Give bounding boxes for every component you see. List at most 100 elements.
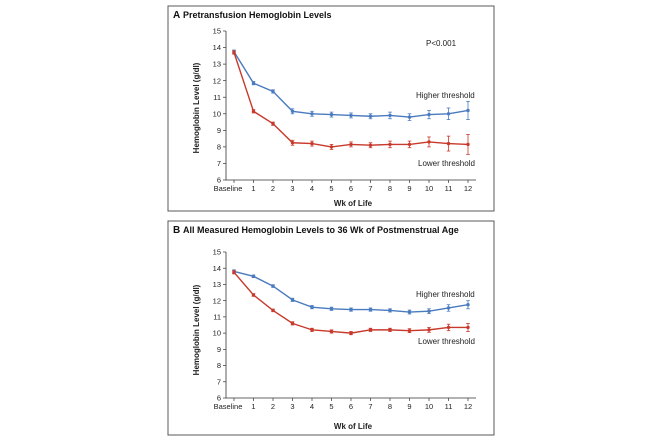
panel-a-x-tick-label-0: Baseline bbox=[214, 184, 243, 193]
panel-a-label-lower-threshold: Lower threshold bbox=[418, 159, 475, 168]
panel-a: A Pretransfusion Hemoglobin Levels P<0.0… bbox=[167, 5, 495, 212]
panel-a-x-tick-label-12: 12 bbox=[464, 184, 472, 193]
panel-a-y-tick-label-14: 14 bbox=[213, 43, 221, 52]
panel-b-series-higher-point-3 bbox=[290, 298, 295, 302]
panel-a-series-lower-point-7 bbox=[368, 143, 373, 147]
panel-a-series-lower-point-4 bbox=[310, 141, 314, 146]
panel-b-series-lower-point-0 bbox=[232, 270, 236, 274]
panel-b-x-axis-label: Wk of Life bbox=[334, 422, 373, 431]
panel-b-x-tick-label-3: 3 bbox=[290, 402, 294, 411]
panel-b-x-tick-label-4: 4 bbox=[310, 402, 314, 411]
panel-b-y-tick-label-13: 13 bbox=[213, 280, 221, 289]
panel-a-series-lower-point-8 bbox=[388, 142, 392, 147]
panel-a-letter: A bbox=[173, 10, 180, 21]
panel-a-series-lower-point-9 bbox=[407, 142, 412, 147]
panel-b-series-higher-point-9 bbox=[407, 310, 412, 314]
panel-b-label-lower-threshold: Lower threshold bbox=[418, 337, 475, 346]
panel-a-series-lower-point-1 bbox=[251, 109, 256, 113]
panel-a-x-tick-label-7: 7 bbox=[368, 184, 372, 193]
panel-b-x-tick-label-10: 10 bbox=[425, 402, 433, 411]
panel-a-y-tick-label-7: 7 bbox=[217, 159, 221, 168]
panel-b-frame bbox=[167, 220, 495, 436]
panel-b-series-higher-point-11 bbox=[446, 306, 451, 310]
panel-b-series-lower-point-10 bbox=[427, 328, 431, 332]
panel-a-series-higher-point-7 bbox=[368, 114, 373, 118]
panel-b-y-tick-label-12: 12 bbox=[213, 296, 221, 305]
panel-a-p-value: P<0.001 bbox=[426, 39, 457, 48]
panel-b-series-higher-point-5 bbox=[329, 307, 334, 311]
panel-a-series-higher-point-5 bbox=[329, 112, 334, 117]
panel-a-series-lower-point-12 bbox=[466, 142, 470, 147]
panel-a-series-lower-point-11 bbox=[446, 141, 451, 146]
panel-a-x-tick-label-11: 11 bbox=[445, 184, 453, 193]
panel-a-y-tick-label-12: 12 bbox=[213, 76, 221, 85]
panel-a-x-tick-label-3: 3 bbox=[290, 184, 294, 193]
panel-b-series-higher-point-1 bbox=[251, 274, 256, 279]
panel-b-series-higher-point-12 bbox=[466, 303, 470, 307]
panel-b-y-tick-label-10: 10 bbox=[213, 329, 221, 338]
panel-b-y-axis-label: Hemoglobin Level (g/dl) bbox=[192, 284, 201, 375]
panel-a-y-tick-label-13: 13 bbox=[213, 60, 221, 69]
panel-a-frame bbox=[167, 5, 495, 212]
panel-b-x-tick-label-8: 8 bbox=[388, 402, 392, 411]
panel-b-series-higher-point-10 bbox=[427, 309, 431, 313]
panel-b-series-higher-point-8 bbox=[388, 308, 392, 313]
panel-b-series-lower-point-4 bbox=[310, 328, 314, 332]
panel-a-series-higher-point-11 bbox=[446, 112, 451, 116]
panel-a-x-axis-label: Wk of Life bbox=[334, 199, 373, 208]
panel-a-series-higher-point-8 bbox=[388, 113, 392, 118]
panel-b: B All Measured Hemoglobin Levels to 36 W… bbox=[167, 220, 495, 436]
panel-a-x-tick-label-8: 8 bbox=[388, 184, 392, 193]
panel-a-y-tick-label-8: 8 bbox=[217, 142, 221, 151]
panel-b-series-lower-point-12 bbox=[466, 325, 470, 330]
panel-a-series-higher-point-10 bbox=[427, 112, 431, 117]
panel-b-letter: B bbox=[173, 225, 180, 236]
panel-a-x-tick-label-9: 9 bbox=[407, 184, 411, 193]
panel-b-x-tick-label-0: Baseline bbox=[214, 402, 243, 411]
panel-a-x-tick-label-5: 5 bbox=[329, 184, 333, 193]
panel-b-series-higher-point-4 bbox=[310, 305, 314, 309]
panel-a-series-higher-point-6 bbox=[349, 113, 353, 118]
panel-b-series-lower-point-8 bbox=[388, 328, 392, 332]
panel-b-x-tick-label-7: 7 bbox=[368, 402, 372, 411]
panel-b-y-tick-label-9: 9 bbox=[217, 345, 221, 354]
panel-b-series-higher-point-6 bbox=[349, 307, 353, 312]
panel-a-series-lower-point-5 bbox=[329, 145, 334, 149]
panel-b-series-lower-point-9 bbox=[407, 328, 412, 333]
panel-b-series-lower-point-7 bbox=[368, 328, 373, 332]
panel-b-x-tick-label-12: 12 bbox=[464, 402, 472, 411]
panel-a-label-higher-threshold: Higher threshold bbox=[416, 91, 475, 100]
panel-a-series-lower-point-10 bbox=[427, 140, 431, 144]
panel-a-title: Pretransfusion Hemoglobin Levels bbox=[183, 10, 332, 20]
panel-b-series-lower-line bbox=[233, 271, 468, 334]
panel-a-y-tick-label-11: 11 bbox=[213, 93, 221, 102]
panel-b-y-tick-label-7: 7 bbox=[217, 377, 221, 386]
panel-b-x-tick-label-9: 9 bbox=[407, 402, 411, 411]
panel-a-y-tick-label-15: 15 bbox=[213, 27, 221, 36]
panel-a-x-tick-label-2: 2 bbox=[271, 184, 275, 193]
panel-a-x-tick-label-4: 4 bbox=[310, 184, 314, 193]
panel-b-series-lower-point-11 bbox=[446, 325, 451, 330]
panel-b-series-higher-point-2 bbox=[271, 284, 275, 288]
panel-a-x-tick-label-6: 6 bbox=[349, 184, 353, 193]
panel-a-y-tick-label-6: 6 bbox=[217, 176, 221, 185]
panel-b-y-tick-label-8: 8 bbox=[217, 361, 221, 370]
panel-a-x-tick-label-1: 1 bbox=[251, 184, 255, 193]
panel-a-series-higher-point-1 bbox=[251, 81, 256, 85]
panel-a-series-lower-point-0 bbox=[232, 50, 236, 55]
panel-b-y-tick-label-15: 15 bbox=[213, 248, 221, 257]
panel-a-series-lower-point-2 bbox=[271, 122, 275, 126]
panel-a-y-axis-label: Hemoglobin Level (g/dl) bbox=[192, 62, 201, 153]
panel-a-series-lower-point-6 bbox=[349, 142, 353, 147]
panel-b-x-tick-label-11: 11 bbox=[445, 402, 453, 411]
panel-b-series-lower-point-1 bbox=[251, 293, 256, 297]
panel-b-series-lower-point-5 bbox=[329, 329, 334, 334]
panel-b-title: All Measured Hemoglobin Levels to 36 Wk … bbox=[183, 225, 459, 235]
panel-b-series-lower-point-6 bbox=[349, 331, 353, 335]
panel-b-series-lower-point-3 bbox=[290, 321, 295, 326]
panel-b-x-tick-label-5: 5 bbox=[329, 402, 333, 411]
panel-a-series-higher-line bbox=[233, 51, 469, 118]
